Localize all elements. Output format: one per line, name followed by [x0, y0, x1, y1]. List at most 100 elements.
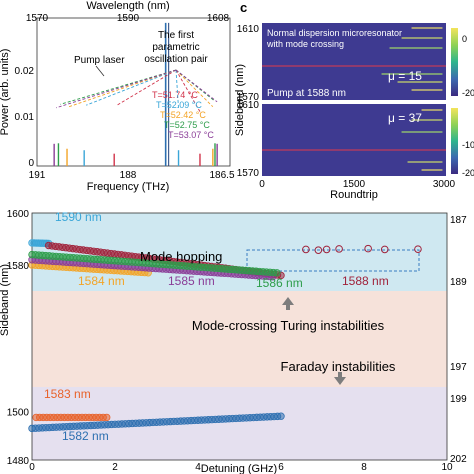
oscillation-annotation-line2: parametric: [152, 42, 199, 53]
scatter-point: [102, 413, 111, 422]
spectrum-xlabel: Frequency (THz): [87, 181, 170, 193]
region-turing: [32, 291, 447, 387]
spectrum-marks: [53, 22, 218, 166]
heatmap-bottom-mu: μ = 37: [388, 111, 422, 125]
scatter-ytick: 1580: [7, 261, 30, 272]
spectrum-xtick: 186.5: [209, 170, 234, 181]
heatmap-bottom-streaks: [401, 109, 443, 171]
spectrum-xtick: 191: [29, 170, 46, 181]
scatter-right-tick: 187: [450, 215, 467, 226]
scatter-ytick: 1480: [7, 456, 30, 467]
pump-arrow: [95, 65, 105, 77]
spectrum-xtick: 188: [120, 170, 137, 181]
region-label-faraday: Faraday instabilities: [281, 359, 396, 374]
scatter-ytick: 1500: [7, 407, 30, 418]
oscillation-annotation-line1: The first: [158, 30, 194, 41]
mode-hop-point: [302, 245, 310, 254]
spectrum-ytick: 0.01: [15, 112, 35, 123]
mode-hop-point: [314, 246, 323, 254]
colorbar-bottom: [451, 108, 458, 174]
scatter-point: [277, 412, 285, 420]
spectrum-top-xtick: 1570: [26, 13, 49, 24]
oscillation-arrow: [56, 69, 177, 109]
scatter-xtick: 6: [278, 462, 284, 473]
oscillation-arrow: [175, 69, 216, 102]
spectrum-top-xtick: 1608: [207, 13, 230, 24]
heatmap-top-streaks: [381, 27, 443, 91]
detuning-plot-frame: [31, 212, 448, 461]
series-label: 1590 nm: [55, 210, 102, 224]
spectrum-panel: Wavelength (nm) 1570 1590 1608 Power (ar…: [0, 0, 235, 193]
mode-hop-point: [380, 245, 389, 254]
scatter-right-tick: 189: [450, 277, 467, 288]
panel-label-c: c: [240, 0, 247, 15]
series-label: 1583 nm: [44, 387, 91, 401]
heatmap-note-line1: Normal dispersion microresonator: [267, 28, 402, 38]
spectrum-legend: T=51.74 °CT=52.09 °CT=52.42 °CT=52.75 °C…: [56, 69, 218, 140]
oscillation-arrow: [175, 69, 214, 108]
heatmap-bottom: [262, 104, 446, 176]
series-labels: 1590 nm 1588 nm 1584 nm 1585 nm 1586 nm 1583 …: [44, 210, 389, 443]
heatmap-ylabel: Sideband (nm): [234, 64, 246, 136]
detuning-xlabel: Detuning (GHz): [201, 463, 277, 474]
arrow-down-icon: [334, 372, 346, 385]
scatter-xtick: 4: [195, 462, 201, 473]
scatter-xticks: 0 2 4 6 8 10: [29, 462, 453, 473]
oscillation-arrow: [175, 69, 179, 109]
mode-hop-point: [335, 245, 343, 253]
heatmap-top-ytick: 1610: [237, 24, 260, 35]
spectrum-legend-entry: T=51.74 °C: [152, 90, 198, 100]
spectrum-legend-entry: T=52.42 °C: [160, 110, 206, 120]
spectrum-top-xlabel: Wavelength (nm): [86, 0, 169, 12]
heatmap-xtick: 3000: [433, 179, 456, 190]
oscillation-arrow: [86, 69, 177, 106]
series-label: 1582 nm: [62, 429, 109, 443]
spectrum-ytick: 0.02: [15, 66, 35, 77]
oscillation-arrow: [175, 69, 201, 112]
scatter-right-tick: 197: [450, 362, 467, 373]
colorbar-top: [451, 28, 458, 96]
oscillation-arrow: [175, 69, 218, 103]
colorbar-bottom-tick: -100: [462, 140, 474, 150]
mode-hopping-box: [246, 249, 420, 272]
scatter-ytick: 1600: [7, 209, 30, 220]
spectrum-plot-frame: [36, 17, 231, 167]
colorbar-top-tick: -200: [462, 88, 474, 98]
detuning-panel: Mode hopping Mode-crossing Turing instab…: [0, 209, 467, 474]
spectrum-legend-entry: T=53.07 °C: [168, 130, 214, 140]
scatter-right-tick: 202: [450, 454, 467, 465]
heatmap-xlabel: Roundtrip: [330, 189, 378, 201]
colorbar-top-tick: 0: [462, 34, 467, 44]
pump-laser-annotation: Pump laser: [74, 55, 125, 66]
mode-hop-point: [364, 244, 372, 253]
mode-hop-point: [414, 245, 422, 253]
mode-hop-point: [322, 245, 331, 254]
scatter-point: [273, 269, 281, 277]
series-label: 1585 nm: [168, 274, 215, 288]
heatmap-top: [262, 23, 446, 100]
scatter-yticks: 1480 1500 1580 1600: [7, 209, 30, 467]
spectrum-ylabel: Power (arb. units): [0, 49, 11, 136]
heatmap-top-mu: μ = 15: [388, 69, 422, 83]
spectrum-legend-entry: T=52.09 °C: [156, 100, 202, 110]
colorbar-bottom-tick: -200: [462, 168, 474, 178]
series-label: 1586 nm: [256, 276, 303, 290]
spectrum-legend-entry: T=52.75 °C: [164, 120, 210, 130]
heatmap-bottom-ytick: 1610: [237, 100, 260, 111]
scatter-xtick: 0: [29, 462, 35, 473]
heatmap-xtick: 0: [259, 179, 265, 190]
heatmap-bottom-ytick: 1570: [237, 168, 260, 179]
scatter-xtick: 8: [361, 462, 367, 473]
scatter-right-tick: 199: [450, 394, 467, 405]
region-label-mode-hopping: Mode hopping: [140, 249, 222, 264]
series-label: 1588 nm: [342, 274, 389, 288]
heatmap-pump-annotation: Pump at 1588 nm: [267, 88, 346, 99]
detuning-ylabel: Sideband (nm): [0, 264, 11, 336]
scatter-marks: [28, 239, 422, 433]
spectrum-top-xtick: 1590: [117, 13, 140, 24]
oscillation-annotation-line3: oscillation pair: [144, 54, 208, 65]
region-label-turing: Mode-crossing Turing instabilities: [192, 318, 385, 333]
scatter-xtick: 2: [112, 462, 118, 473]
arrow-up-icon: [282, 297, 294, 310]
